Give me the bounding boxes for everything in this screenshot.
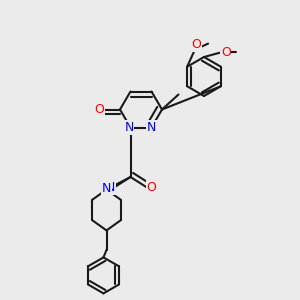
Text: N: N	[147, 121, 156, 134]
Text: O: O	[191, 38, 201, 51]
Text: O: O	[94, 103, 104, 116]
Text: N: N	[124, 121, 134, 134]
Text: N: N	[106, 181, 115, 194]
Text: O: O	[147, 181, 156, 194]
Text: O: O	[221, 46, 231, 59]
Text: N: N	[102, 182, 111, 195]
